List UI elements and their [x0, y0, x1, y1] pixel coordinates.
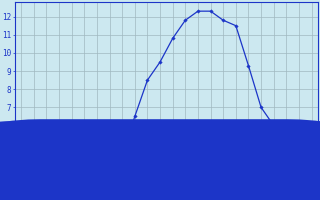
X-axis label: Graphe des températures (°c): Graphe des températures (°c): [96, 188, 236, 198]
